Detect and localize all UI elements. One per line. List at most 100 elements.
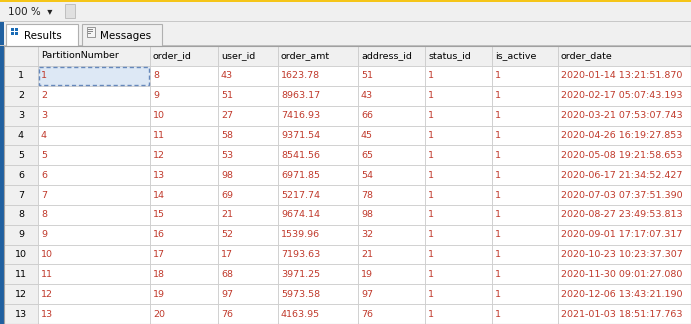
Text: 8: 8 bbox=[18, 210, 24, 219]
Text: 17: 17 bbox=[153, 250, 165, 259]
Text: 11: 11 bbox=[41, 270, 53, 279]
Text: 11: 11 bbox=[15, 270, 27, 279]
Text: 1: 1 bbox=[41, 71, 47, 80]
Bar bbox=[218, 165, 278, 185]
Bar bbox=[278, 165, 358, 185]
Bar bbox=[425, 46, 492, 66]
Bar bbox=[425, 245, 492, 264]
Bar bbox=[38, 264, 150, 284]
Bar bbox=[38, 304, 150, 324]
Bar bbox=[4, 165, 38, 185]
Bar bbox=[558, 145, 691, 165]
Bar bbox=[492, 66, 558, 86]
Bar bbox=[278, 245, 358, 264]
Text: 2020-06-17 21:34:52.427: 2020-06-17 21:34:52.427 bbox=[561, 171, 683, 179]
Text: 8: 8 bbox=[41, 210, 47, 219]
Bar bbox=[558, 225, 691, 245]
Text: 12: 12 bbox=[153, 151, 165, 160]
Bar bbox=[278, 46, 358, 66]
Text: 12: 12 bbox=[41, 290, 53, 299]
Bar bbox=[150, 185, 218, 205]
Text: 1: 1 bbox=[495, 210, 501, 219]
Bar bbox=[11, 28, 14, 31]
Text: 7416.93: 7416.93 bbox=[281, 111, 320, 120]
Bar bbox=[358, 264, 425, 284]
Bar bbox=[218, 185, 278, 205]
Text: 2020-03-21 07:53:07.743: 2020-03-21 07:53:07.743 bbox=[561, 111, 683, 120]
Text: 5: 5 bbox=[18, 151, 24, 160]
Bar bbox=[38, 86, 150, 106]
Bar bbox=[38, 165, 150, 185]
Bar bbox=[0, 21, 691, 22]
Bar bbox=[150, 245, 218, 264]
Bar bbox=[38, 225, 150, 245]
Text: 43: 43 bbox=[361, 91, 373, 100]
Text: 1: 1 bbox=[428, 191, 434, 200]
Text: 1: 1 bbox=[495, 230, 501, 239]
Bar bbox=[558, 106, 691, 125]
Bar bbox=[150, 66, 218, 86]
Text: 97: 97 bbox=[361, 290, 373, 299]
Bar bbox=[358, 205, 425, 225]
Text: 9371.54: 9371.54 bbox=[281, 131, 320, 140]
Bar bbox=[38, 125, 150, 145]
Text: 1: 1 bbox=[495, 111, 501, 120]
Text: 51: 51 bbox=[221, 91, 233, 100]
Bar bbox=[558, 205, 691, 225]
Bar bbox=[150, 46, 218, 66]
Bar bbox=[558, 66, 691, 86]
Text: 66: 66 bbox=[361, 111, 373, 120]
Bar bbox=[218, 145, 278, 165]
Bar bbox=[558, 165, 691, 185]
Bar bbox=[425, 304, 492, 324]
Bar bbox=[278, 125, 358, 145]
Bar bbox=[492, 185, 558, 205]
Text: 98: 98 bbox=[221, 171, 233, 179]
Text: 7: 7 bbox=[18, 191, 24, 200]
Bar bbox=[150, 165, 218, 185]
Bar bbox=[87, 27, 95, 37]
Bar bbox=[358, 145, 425, 165]
Text: 4: 4 bbox=[41, 131, 47, 140]
Bar bbox=[492, 125, 558, 145]
Bar bbox=[38, 205, 150, 225]
Bar bbox=[218, 304, 278, 324]
Bar bbox=[218, 225, 278, 245]
Bar bbox=[278, 284, 358, 304]
Bar bbox=[492, 165, 558, 185]
Text: 2020-10-23 10:23:37.307: 2020-10-23 10:23:37.307 bbox=[561, 250, 683, 259]
Text: 2020-04-26 16:19:27.853: 2020-04-26 16:19:27.853 bbox=[561, 131, 683, 140]
Text: 1: 1 bbox=[428, 171, 434, 179]
Text: 13: 13 bbox=[15, 309, 27, 318]
Text: 17: 17 bbox=[221, 250, 233, 259]
Text: 2020-08-27 23:49:53.813: 2020-08-27 23:49:53.813 bbox=[561, 210, 683, 219]
Text: 2020-07-03 07:37:51.390: 2020-07-03 07:37:51.390 bbox=[561, 191, 683, 200]
Bar bbox=[38, 185, 150, 205]
Text: 1: 1 bbox=[428, 131, 434, 140]
Bar bbox=[218, 46, 278, 66]
Text: order_date: order_date bbox=[561, 52, 613, 61]
Bar bbox=[150, 304, 218, 324]
Text: 1: 1 bbox=[495, 309, 501, 318]
Text: 1: 1 bbox=[495, 191, 501, 200]
Bar bbox=[15, 28, 18, 31]
Bar bbox=[0, 22, 4, 324]
Bar bbox=[82, 24, 162, 46]
Text: 2: 2 bbox=[41, 91, 47, 100]
Text: address_id: address_id bbox=[361, 52, 412, 61]
Text: 9: 9 bbox=[153, 91, 159, 100]
Bar bbox=[492, 46, 558, 66]
Bar bbox=[492, 284, 558, 304]
Bar bbox=[150, 205, 218, 225]
Text: is_active: is_active bbox=[495, 52, 536, 61]
Text: 1: 1 bbox=[495, 290, 501, 299]
Bar bbox=[278, 185, 358, 205]
Bar bbox=[4, 225, 38, 245]
Bar bbox=[358, 225, 425, 245]
Text: 7: 7 bbox=[41, 191, 47, 200]
Text: 1: 1 bbox=[428, 151, 434, 160]
Text: 1: 1 bbox=[428, 210, 434, 219]
Bar bbox=[358, 165, 425, 185]
Text: 1: 1 bbox=[428, 270, 434, 279]
Bar bbox=[218, 125, 278, 145]
